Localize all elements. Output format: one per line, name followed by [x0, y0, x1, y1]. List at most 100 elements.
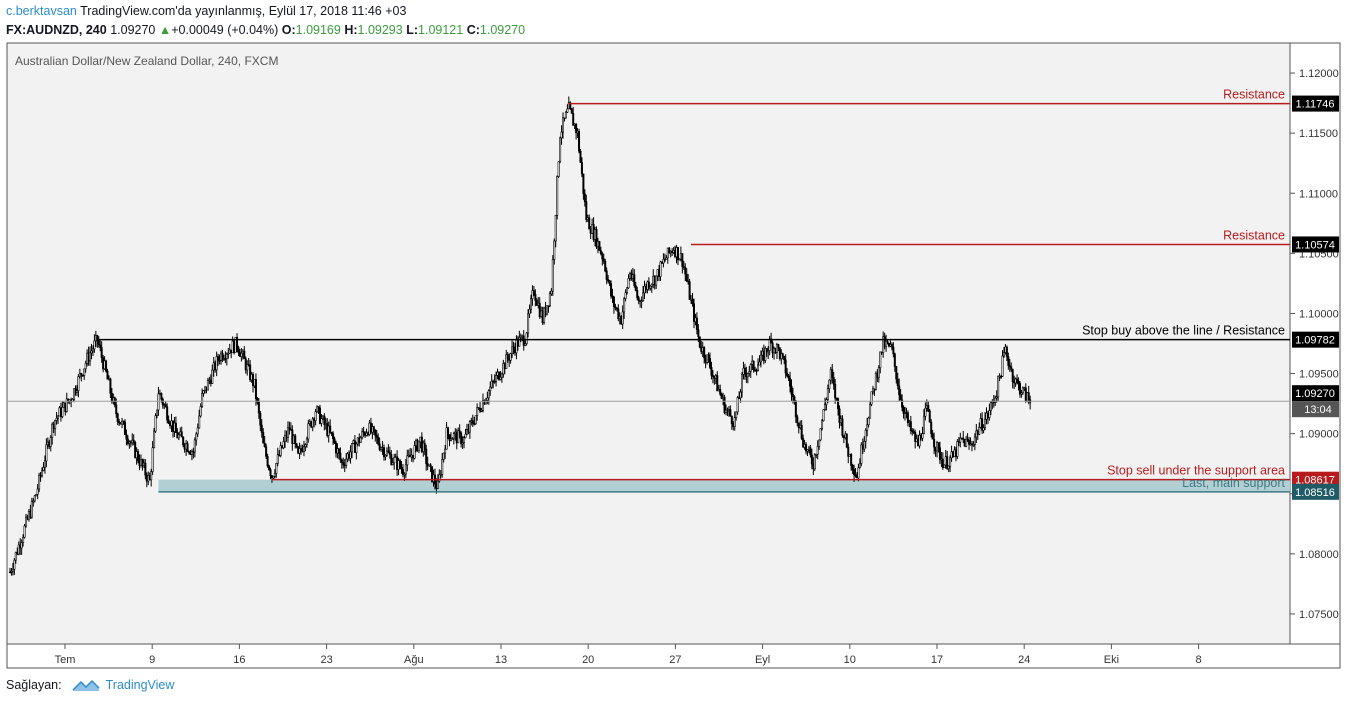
candle-body [471, 420, 474, 424]
candle-body [288, 427, 291, 430]
y-tick-label: 1.09000 [1299, 429, 1339, 441]
candle-body [921, 433, 924, 439]
candle-body [825, 399, 828, 405]
candle-body [137, 451, 140, 462]
candle-body [860, 444, 863, 464]
candle-body [716, 375, 719, 392]
candle-body [579, 150, 582, 163]
low-value: 1.09121 [418, 23, 464, 37]
candle-body [928, 410, 931, 423]
candle-body [330, 431, 333, 434]
candle-body [941, 458, 944, 468]
candle-body [22, 536, 25, 543]
candle-body [339, 452, 342, 461]
candle-body [564, 111, 567, 119]
candle-body [262, 432, 265, 444]
tradingview-logo-icon[interactable] [72, 678, 100, 692]
candle-body [789, 377, 792, 387]
candle-body [691, 298, 694, 305]
candle-body [211, 369, 214, 384]
candle-body [560, 131, 563, 139]
x-tick-label: 16 [233, 654, 245, 666]
candle-body [893, 353, 896, 367]
candle-body [91, 348, 94, 352]
candle-body [132, 439, 135, 443]
candle-body [1016, 378, 1019, 382]
candle-body [997, 376, 1000, 398]
candle-body [557, 161, 560, 177]
candle-body [956, 441, 959, 457]
candle-body [161, 398, 164, 406]
candle-body [687, 280, 690, 283]
candle-body [909, 421, 912, 432]
candle-body [764, 348, 767, 361]
candle-body [949, 457, 952, 467]
candle-body [743, 367, 746, 374]
candle-body [598, 241, 601, 251]
candle-body [988, 410, 991, 418]
candle-body [553, 240, 556, 260]
footer: Sağlayan: TradingView [6, 678, 174, 692]
candle-body [834, 383, 837, 399]
candle-body [828, 379, 831, 389]
candle-body [583, 193, 586, 202]
author-link[interactable]: c.berktavsan [6, 4, 77, 18]
candle-body [757, 364, 760, 371]
x-tick-label: Tem [55, 654, 76, 666]
candle-body [195, 433, 198, 441]
candle-body [25, 516, 28, 527]
candle-body [167, 419, 170, 424]
candle-body [550, 290, 553, 295]
y-tick-label: 1.12000 [1299, 68, 1339, 80]
price-chart[interactable]: Australian Dollar/New Zealand Dollar, 24… [0, 0, 1348, 670]
candle-body [243, 350, 246, 360]
candle-body [736, 397, 739, 413]
candle-body [831, 369, 834, 378]
candle-body [305, 438, 308, 445]
candle-body [463, 437, 466, 443]
candle-body [615, 307, 618, 310]
candle-body [787, 375, 790, 379]
candle-body [695, 317, 698, 330]
candle-body [610, 283, 613, 297]
candle-body [350, 443, 353, 453]
candle-body [684, 267, 687, 275]
candle-body [333, 438, 336, 444]
candle-body [401, 469, 404, 476]
plot-area[interactable] [6, 42, 1291, 645]
candle-body [538, 302, 541, 317]
candle-body [819, 428, 822, 441]
open-value: 1.09169 [295, 23, 341, 37]
candle-body [32, 500, 35, 503]
high-value: 1.09293 [357, 23, 403, 37]
x-tick-label: 9 [149, 654, 155, 666]
candle-body [1001, 355, 1004, 377]
candle-body [155, 409, 158, 417]
candle-body [968, 440, 971, 445]
candle-body [105, 360, 108, 372]
candle-body [109, 378, 112, 394]
candle-body [196, 427, 199, 435]
candle-body [268, 465, 271, 470]
candle-body [978, 426, 981, 435]
candle-body [391, 462, 394, 465]
candle-body [399, 460, 402, 468]
candle-body [786, 372, 789, 377]
candle-body [816, 446, 819, 455]
candle-body [608, 280, 611, 284]
x-tick-label: 8 [1196, 654, 1202, 666]
candle-body [186, 443, 189, 452]
y-tick-label: 1.11000 [1299, 188, 1338, 200]
time-axis[interactable] [6, 643, 1341, 669]
candle-body [388, 452, 391, 455]
tradingview-link[interactable]: TradingView [105, 678, 175, 692]
candle-body [206, 379, 209, 391]
candle-body [711, 375, 714, 377]
candle-body [61, 406, 64, 417]
candle-body [495, 375, 498, 382]
candle-body [611, 295, 614, 298]
candle-body [569, 102, 572, 109]
candle-body [575, 123, 578, 134]
candle-body [866, 424, 869, 431]
candle-body [791, 394, 794, 397]
